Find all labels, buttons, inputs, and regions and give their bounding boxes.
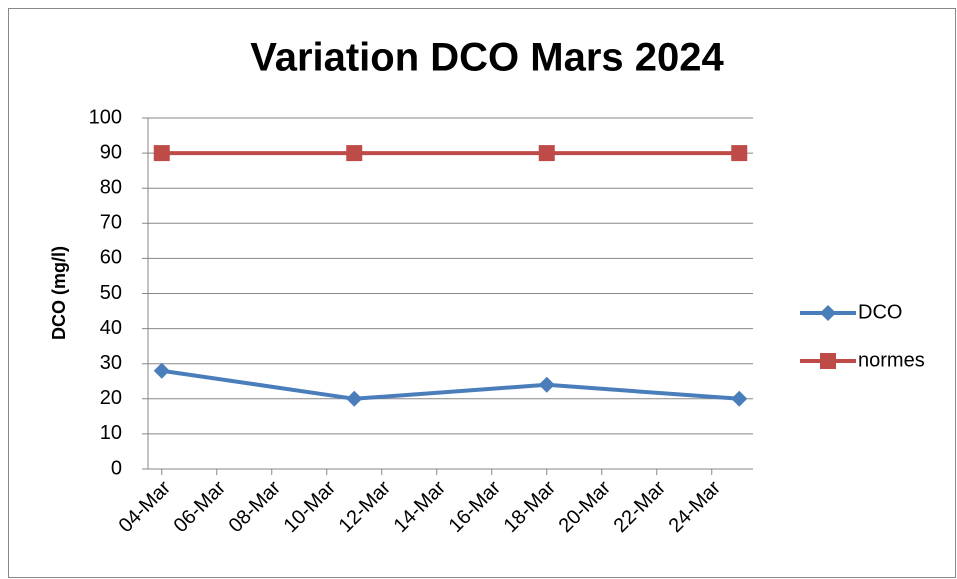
data-point: [731, 145, 748, 162]
data-point: [538, 376, 555, 393]
y-tick-label: 70: [100, 212, 122, 234]
y-tick-label: 10: [100, 422, 122, 444]
y-tick-label: 40: [100, 317, 122, 339]
legend-marker: [820, 353, 836, 369]
series-line: [161, 368, 740, 401]
chart-title: Variation DCO Mars 2024: [250, 36, 724, 80]
y-tick-label: 60: [100, 247, 122, 269]
data-point: [153, 145, 170, 162]
y-tick-label: 100: [89, 106, 122, 128]
data-point: [731, 390, 748, 407]
legend-label: normes: [858, 349, 925, 371]
y-tick-label: 50: [100, 282, 122, 304]
y-tick-label: 90: [100, 141, 122, 163]
y-tick-label: 80: [100, 176, 122, 198]
data-point: [538, 145, 555, 162]
data-point: [153, 362, 170, 379]
legend-label: DCO: [858, 301, 902, 323]
data-point: [346, 145, 363, 162]
y-tick-label: 0: [111, 457, 122, 479]
y-tick-label: 30: [100, 352, 122, 374]
y-axis-label: DCO (mg/l): [49, 246, 69, 340]
legend-marker: [820, 305, 836, 321]
y-tick-label: 20: [100, 387, 122, 409]
data-point: [346, 390, 363, 407]
